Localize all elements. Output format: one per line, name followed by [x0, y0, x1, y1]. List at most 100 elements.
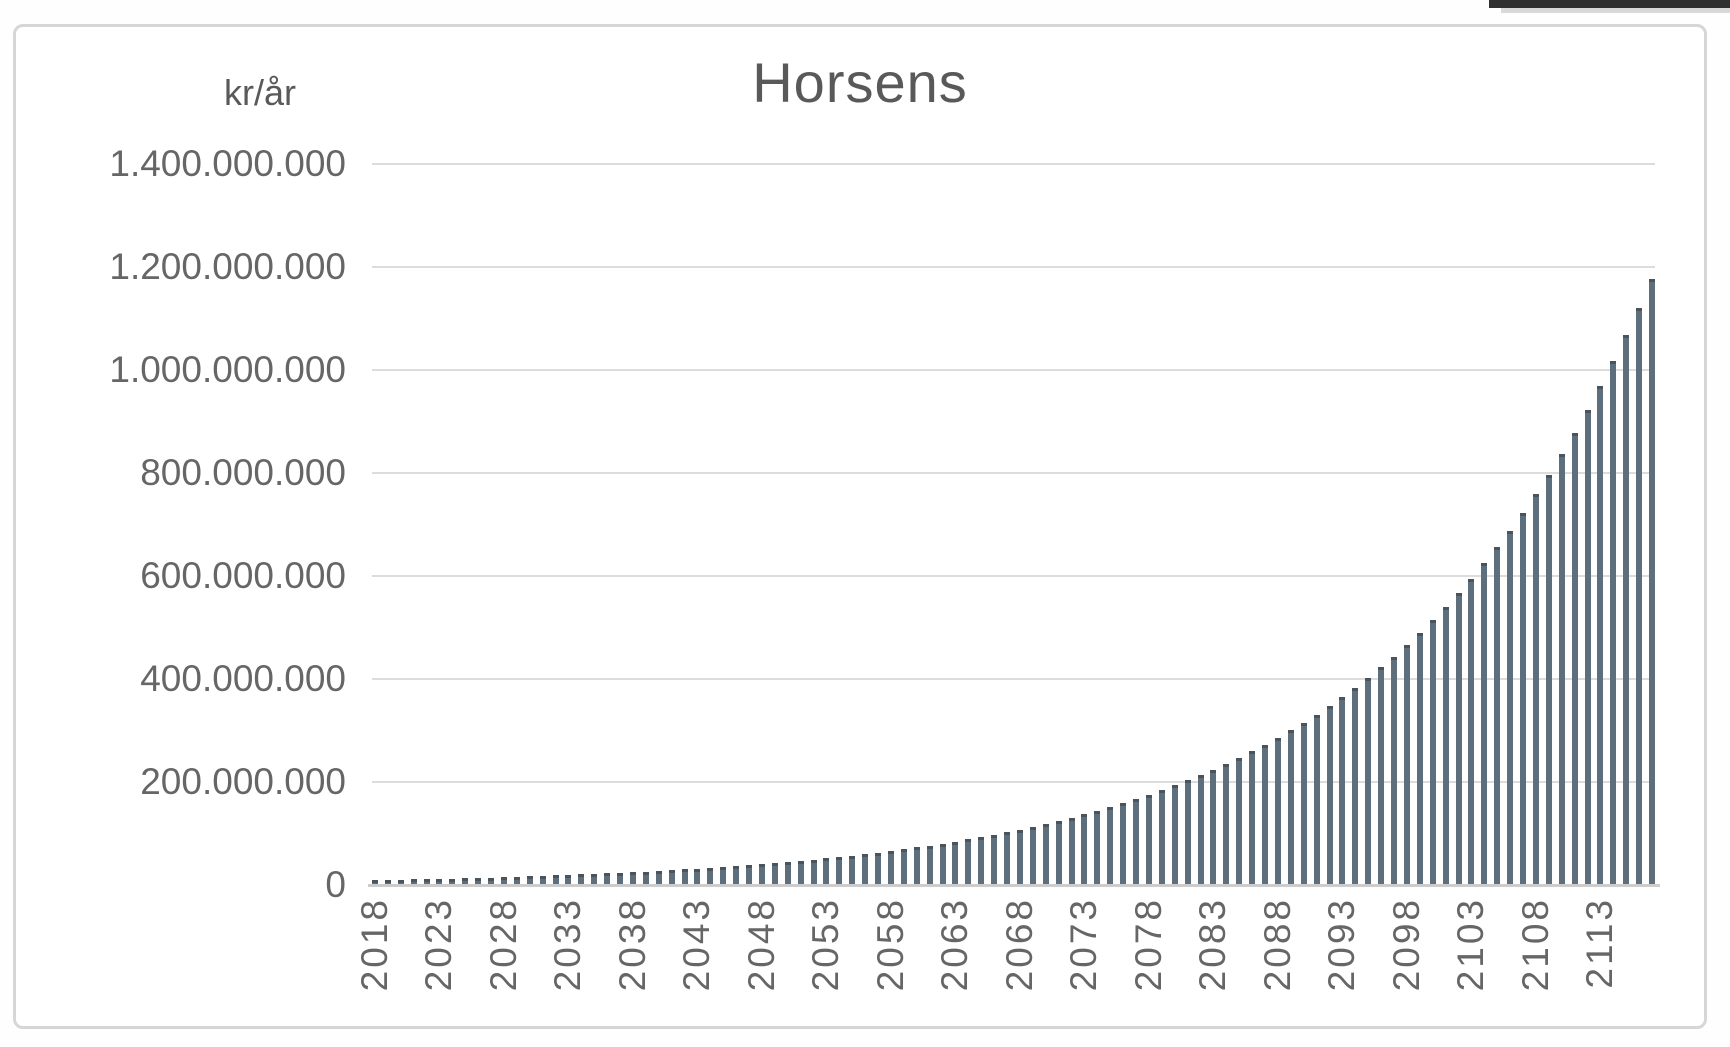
bar-year-2044	[707, 867, 714, 885]
bar-year-2027	[488, 877, 495, 885]
bar-year-2085	[1236, 757, 1243, 885]
gridline	[372, 575, 1655, 577]
bar-year-2059	[900, 849, 907, 885]
bar-year-2076	[1120, 802, 1127, 885]
plot-area	[372, 163, 1655, 885]
bar-year-2080	[1171, 785, 1178, 885]
bar-year-2052	[810, 859, 817, 885]
bar-year-2018	[372, 880, 378, 885]
bar-year-2089	[1287, 730, 1294, 885]
gridline	[372, 781, 1655, 783]
x-axis-line	[368, 884, 1660, 887]
bar-year-2110	[1558, 454, 1565, 885]
bar-year-2111	[1571, 432, 1578, 885]
bar-year-2104	[1481, 563, 1488, 885]
bar-year-2093	[1339, 697, 1346, 885]
bar-year-2108	[1532, 494, 1539, 885]
gridline	[372, 369, 1655, 371]
bar-year-2084	[1223, 763, 1230, 885]
x-tick-label: 2033	[547, 897, 589, 992]
bar-year-2081	[1184, 780, 1191, 885]
bar-year-2073	[1081, 814, 1088, 885]
bar-year-2075	[1107, 806, 1114, 885]
bar-year-2049	[771, 863, 778, 885]
x-tick-label: 2053	[805, 897, 847, 992]
x-tick-label: 2098	[1385, 897, 1427, 992]
x-tick-label: 2078	[1127, 897, 1169, 992]
x-tick-label: 2068	[998, 897, 1040, 992]
y-tick-label: 1.200.000.000	[109, 246, 346, 287]
x-tick-label: 2103	[1450, 897, 1492, 992]
bar-year-2040	[655, 870, 662, 885]
bar-year-2090	[1300, 722, 1307, 885]
y-tick-label: 400.000.000	[140, 658, 346, 699]
bar-year-2055	[849, 855, 856, 885]
x-tick-label: 2108	[1514, 897, 1556, 992]
bar-year-2041	[668, 870, 675, 885]
bar-year-2025	[462, 878, 469, 885]
bar-year-2112	[1584, 409, 1591, 885]
bar-year-2029	[513, 876, 520, 885]
bar-year-2038	[629, 872, 636, 885]
gridline	[372, 163, 1655, 165]
bar-year-2099	[1416, 633, 1423, 885]
x-tick-label: 2083	[1192, 897, 1234, 992]
bar-year-2036	[604, 873, 611, 885]
x-tick-label: 2088	[1256, 897, 1298, 992]
x-tick-label: 2043	[676, 897, 718, 992]
x-tick-label: 2023	[418, 897, 460, 992]
bar-year-2069	[1029, 826, 1036, 885]
bar-year-2077	[1133, 798, 1140, 885]
chart-frame	[13, 24, 1707, 1029]
bar-year-2042	[681, 869, 688, 885]
bar-year-2115	[1623, 335, 1630, 885]
bar-year-2086	[1249, 751, 1256, 885]
bar-year-2117	[1649, 278, 1655, 885]
window-edge-strip-shadow	[1501, 8, 1730, 13]
bar-year-2021	[410, 879, 417, 885]
bar-year-2100	[1429, 620, 1436, 885]
gridline	[372, 472, 1655, 474]
y-tick-label: 800.000.000	[140, 452, 346, 493]
bar-year-2047	[746, 865, 753, 885]
gridline	[372, 678, 1655, 680]
y-tick-label: 1.400.000.000	[109, 143, 346, 184]
bar-year-2043	[694, 868, 701, 885]
bar-year-2070	[1042, 823, 1049, 885]
bar-year-2071	[1055, 820, 1062, 885]
bar-year-2051	[797, 860, 804, 885]
bar-year-2063	[952, 841, 959, 885]
bar-year-2109	[1545, 474, 1552, 885]
bar-year-2066	[991, 834, 998, 885]
y-axis-unit-label: kr/år	[224, 72, 296, 113]
bar-year-2113	[1597, 386, 1604, 885]
bar-year-2035	[591, 873, 598, 885]
y-tick-label: 0	[325, 864, 346, 905]
bar-year-2032	[552, 875, 559, 885]
bar-year-2034	[578, 874, 585, 885]
bar-year-2105	[1494, 547, 1501, 885]
bar-year-2096	[1378, 667, 1385, 885]
bar-year-2094	[1352, 687, 1359, 885]
bar-year-2056	[862, 854, 869, 885]
bar-year-2101	[1442, 607, 1449, 885]
bar-year-2053	[823, 858, 830, 885]
x-tick-label: 2018	[354, 897, 395, 992]
bar-year-2087	[1262, 744, 1269, 885]
bar-year-2046	[733, 866, 740, 885]
bar-year-2033	[565, 874, 572, 885]
y-tick-label: 200.000.000	[140, 761, 346, 802]
bar-year-2048	[758, 864, 765, 885]
x-tick-label: 2073	[1063, 897, 1105, 992]
chart-title: Horsens	[752, 51, 968, 114]
bar-year-2062	[939, 843, 946, 885]
bar-year-2050	[784, 861, 791, 885]
bar-year-2082	[1197, 775, 1204, 885]
bar-year-2020	[397, 879, 404, 885]
bar-year-2060	[913, 847, 920, 885]
bar-year-2106	[1507, 530, 1514, 885]
bar-year-2039	[642, 871, 649, 885]
bar-year-2031	[539, 875, 546, 885]
bar-year-2067	[1004, 832, 1011, 885]
